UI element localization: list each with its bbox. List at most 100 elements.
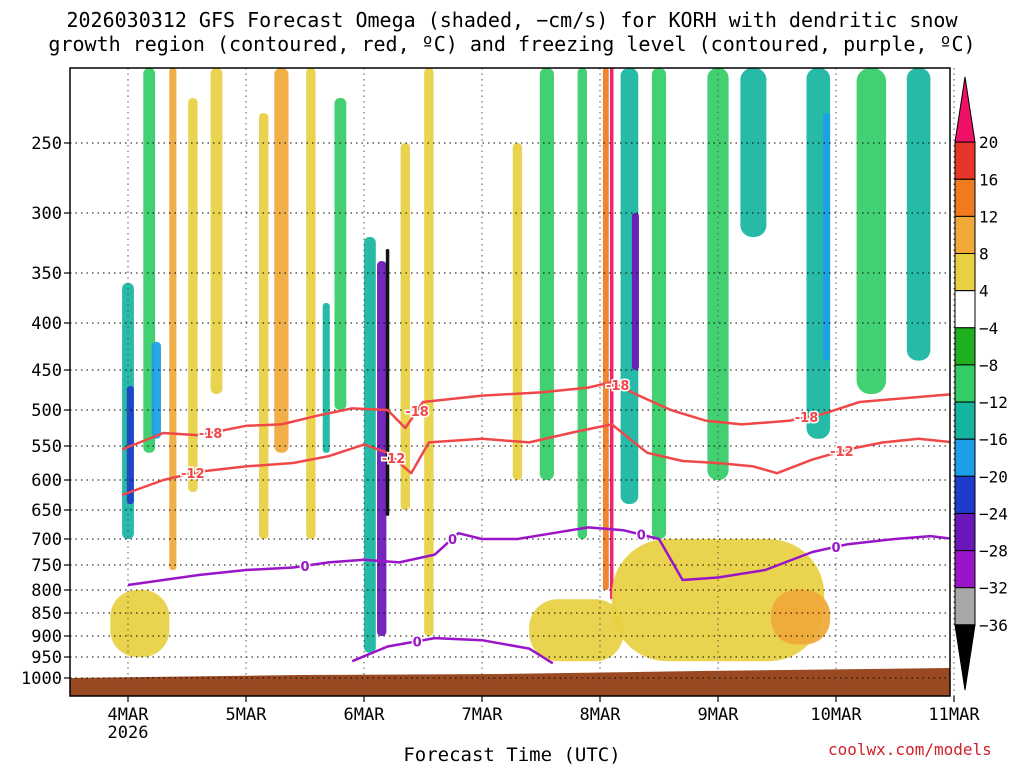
colorbar-swatch bbox=[954, 290, 976, 329]
omega-cell bbox=[602, 68, 609, 590]
colorbar-label: −4 bbox=[979, 319, 998, 338]
omega-cell bbox=[740, 68, 767, 237]
contour-dgz-minus-12 bbox=[121, 423, 950, 497]
colorbar-swatch bbox=[954, 327, 976, 366]
colorbar-swatch bbox=[954, 76, 976, 143]
y-tick-label: 700 bbox=[31, 530, 62, 550]
y-tick-label: 950 bbox=[31, 648, 62, 668]
y-axis: 250 300 350 400 450 500 550 600 650 700 750 800 850 9… bbox=[21, 134, 70, 689]
omega-cell bbox=[529, 599, 624, 662]
contour-freezing-level-0-lower bbox=[351, 636, 554, 665]
omega-cell bbox=[110, 590, 170, 657]
x-tick-label: 10MAR bbox=[810, 705, 862, 725]
omega-cell bbox=[620, 68, 639, 504]
omega-cell bbox=[631, 213, 639, 370]
colorbar-label: 8 bbox=[979, 245, 989, 264]
contour-label: 0 bbox=[637, 529, 646, 544]
omega-cell bbox=[424, 68, 434, 636]
colorbar-swatch bbox=[954, 587, 976, 626]
omega-cell bbox=[539, 68, 554, 480]
omega-cell bbox=[856, 68, 887, 394]
colorbar-label: −8 bbox=[979, 356, 998, 375]
omega-cell bbox=[577, 68, 587, 539]
omega-cell bbox=[400, 143, 410, 510]
colorbar-label: −24 bbox=[979, 505, 1008, 524]
omega-cell bbox=[334, 98, 347, 410]
y-tick-label: 400 bbox=[31, 314, 62, 334]
contour-label: -12 bbox=[382, 452, 406, 467]
colorbar-label: 16 bbox=[979, 170, 998, 189]
colorbar-label: 4 bbox=[979, 282, 989, 301]
y-tick-label: 750 bbox=[31, 556, 62, 576]
omega-cell bbox=[151, 341, 161, 439]
y-tick-label: 550 bbox=[31, 437, 62, 457]
colorbar-swatch bbox=[954, 401, 976, 440]
omega-cell bbox=[385, 249, 390, 516]
omega-cell bbox=[611, 539, 825, 662]
contour-label: 0 bbox=[413, 635, 422, 650]
contour-label: -18 bbox=[795, 411, 819, 426]
contour-freezing-level-0 bbox=[127, 526, 950, 587]
colorbar-swatch bbox=[954, 513, 976, 552]
colorbar-swatch bbox=[954, 364, 976, 403]
colorbar-swatch bbox=[954, 178, 976, 217]
omega-cell bbox=[169, 68, 177, 570]
contour-label: 0 bbox=[300, 560, 309, 575]
contour-label: -12 bbox=[181, 467, 205, 482]
contour-label: -18 bbox=[405, 405, 429, 420]
terrain-ground bbox=[70, 668, 950, 696]
omega-cell bbox=[512, 143, 523, 480]
y-tick-label: 800 bbox=[31, 581, 62, 601]
contour-label: 0 bbox=[448, 533, 457, 548]
y-tick-label: 1000 bbox=[21, 669, 62, 689]
contours: -18 -18 -18 -18 -12 -12 -12 0 0 0 0 0 bbox=[121, 378, 950, 665]
x-axis-label: Forecast Time (UTC) bbox=[403, 744, 621, 766]
colorbar-label: −20 bbox=[979, 467, 1008, 486]
y-tick-label: 900 bbox=[31, 627, 62, 647]
colorbar-swatch bbox=[954, 215, 976, 254]
omega-shading bbox=[110, 68, 931, 662]
title-line-1: 2026030312 GFS Forecast Omega (shaded, −… bbox=[66, 8, 958, 32]
grid bbox=[70, 68, 955, 696]
omega-cell bbox=[707, 68, 729, 480]
colorbar-swatch bbox=[954, 141, 976, 180]
x-tick-label: 7MAR bbox=[462, 705, 504, 725]
omega-cell bbox=[771, 590, 831, 645]
omega-cell bbox=[188, 98, 198, 492]
colorbar-swatch bbox=[954, 475, 976, 514]
contour-label: -18 bbox=[199, 427, 223, 442]
contour-label: -18 bbox=[606, 379, 630, 394]
omega-cell bbox=[651, 68, 667, 539]
omega-cell bbox=[306, 68, 316, 539]
y-tick-label: 500 bbox=[31, 401, 62, 421]
contour-label: 0 bbox=[831, 541, 840, 556]
x-tick-label: 11MAR bbox=[928, 705, 980, 725]
chart-title: 2026030312 GFS Forecast Omega (shaded, −… bbox=[0, 8, 1024, 56]
contour-dgz-minus-18 bbox=[121, 380, 950, 451]
colorbar-swatch bbox=[954, 438, 976, 477]
omega-cell bbox=[377, 261, 387, 636]
ground-fill bbox=[70, 668, 950, 696]
omega-cell bbox=[823, 113, 831, 361]
colorbar-label: −28 bbox=[979, 542, 1008, 561]
y-tick-label: 650 bbox=[31, 501, 62, 521]
colorbar: 20 16 12 8 4 −4 −8 −12 −16 −20 −24 −28 −32 −36 bbox=[954, 76, 1008, 691]
omega-cell bbox=[322, 303, 330, 453]
colorbar-swatch bbox=[954, 624, 976, 691]
x-tick-label: 8MAR bbox=[580, 705, 622, 725]
omega-cell bbox=[274, 68, 289, 453]
y-tick-label: 350 bbox=[31, 264, 62, 284]
x-tick-label: 5MAR bbox=[226, 705, 268, 725]
omega-cell bbox=[364, 237, 376, 653]
colorbar-label: 20 bbox=[979, 133, 998, 152]
omega-cell bbox=[610, 68, 614, 600]
y-tick-label: 250 bbox=[31, 134, 62, 154]
y-tick-label: 450 bbox=[31, 361, 62, 381]
plot-frame bbox=[69, 67, 951, 697]
colorbar-label: −36 bbox=[979, 616, 1008, 635]
omega-cell bbox=[906, 68, 931, 361]
x-tick-label: 4MAR bbox=[108, 705, 150, 725]
colorbar-swatch bbox=[954, 253, 976, 292]
